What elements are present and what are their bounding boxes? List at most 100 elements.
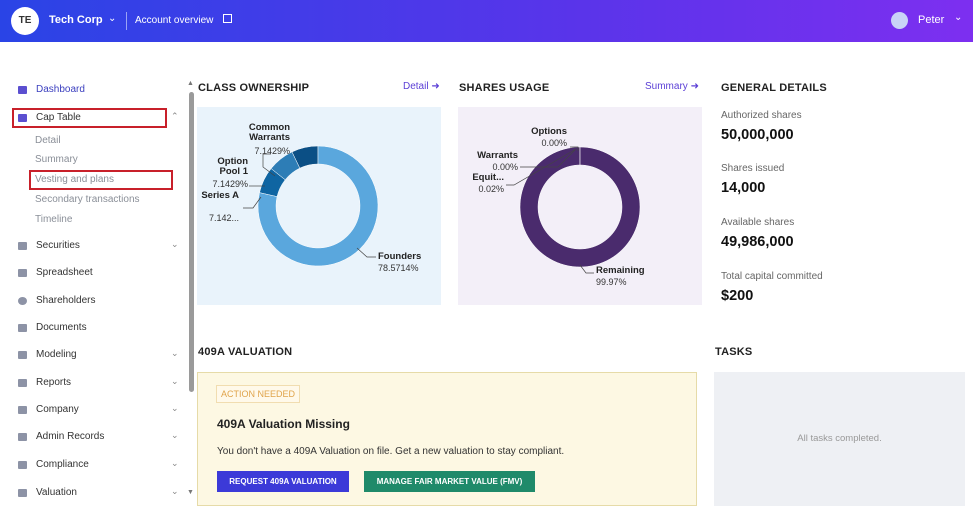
valuation-card: ACTION NEEDED 409A Valuation Missing You… [197,372,697,506]
nav-item[interactable]: Spreadsheet [36,267,93,278]
detail-label: Authorized shares [721,110,802,121]
avatar[interactable]: TE [11,7,39,35]
segment-name: Option Pool 1 [217,156,248,177]
header: TE Tech Corp ⌄ Account overview Peter ⌄ [0,0,973,42]
segment-name: Equit... [472,172,504,183]
card-text: You don't have a 409A Valuation on file.… [217,446,565,457]
nav-item[interactable]: Documents [36,322,87,333]
segment-value: 7.1429% [212,179,248,189]
chevron: ⌄ [171,348,179,358]
primary-button[interactable]: REQUEST 409A VALUATION [217,471,349,492]
nav-item[interactable]: Admin Records [36,431,105,442]
nav-item[interactable]: Securities [36,240,80,251]
donut-segment[interactable] [519,146,641,268]
nav-icon [18,242,27,250]
leader-line [570,146,579,151]
chevron: ⌄ [108,13,117,24]
account-link[interactable]: Account overview [135,15,214,26]
nav-icon [18,406,27,414]
leader-line [243,196,262,209]
external-icon [223,14,232,23]
segment-value: 0.00% [492,162,518,172]
nav-sub-item[interactable]: Secondary transactions [35,194,140,205]
user-avatar[interactable] [891,12,908,29]
scrollbar[interactable] [189,92,194,392]
leader-line [356,247,376,258]
detail-label: Shares issued [721,163,785,174]
segment-name: Founders [378,251,422,262]
ownership-chart: Founders 78.5714% Series A 7.142... Option P… [197,107,441,305]
nav-icon [18,461,27,469]
chevron: ⌄ [171,403,179,413]
section-title: CLASS OWNERSHIP [198,82,310,94]
summary-link[interactable]: Summary ➜ [645,81,699,92]
nav-icon [18,324,27,332]
detail-value: 49,986,000 [721,234,794,250]
detail-value: 50,000,000 [721,127,794,143]
tasks-panel: All tasks completed. [714,372,965,506]
nav-sub-item[interactable]: Vesting and plans [35,174,114,185]
nav-icon [18,433,27,441]
segment-value: 78.5714% [378,263,419,273]
chevron: ⌄ [954,12,963,23]
donut [506,146,641,274]
nav-item[interactable]: Compliance [36,459,89,470]
nav-item[interactable]: Dashboard [36,84,85,95]
nav-icon [18,351,27,359]
nav-icon [18,114,27,122]
nav-icon [18,269,27,277]
highlight-box [29,170,173,190]
segment-name: Warrants [477,150,518,161]
nav-icon [18,297,27,305]
company-name[interactable]: Tech Corp [49,14,103,26]
donut [243,145,379,267]
chevron: ⌄ [171,486,179,496]
nav-sub-item[interactable]: Summary [35,154,78,165]
segment-value: 0.00% [541,138,567,148]
leader-line [579,264,594,274]
segment-name: Options [531,126,567,137]
segment-name: Remaining [596,265,645,276]
detail-value: 14,000 [721,180,766,196]
leader-line [520,148,577,168]
card-heading: 409A Valuation Missing [217,417,350,431]
segment-value: 7.1429% [254,146,290,156]
nav-item[interactable]: Valuation [36,487,77,498]
segment-name: Series A [201,190,239,201]
segment-value: 99.97% [596,277,627,287]
nav-item[interactable]: Modeling [36,349,77,360]
nav-item[interactable]: Company [36,404,79,415]
scroll-up[interactable]: ▲ [187,80,194,87]
detail-value: $200 [721,288,754,304]
link-text[interactable]: Summary [645,81,688,92]
nav-item[interactable]: Shareholders [36,295,96,306]
segment-name: Common Warrants [248,122,290,143]
nav-sub-item[interactable]: Detail [35,135,61,146]
scroll-down[interactable]: ▼ [187,489,194,496]
detail-link[interactable]: Detail ➜ [403,81,440,92]
badge: ACTION NEEDED [216,385,301,403]
chevron: ⌄ [171,458,179,468]
nav-item[interactable]: Cap Table [36,112,81,123]
nav-icon [18,86,27,94]
nav-item[interactable]: Reports [36,377,72,388]
chevron: ⌄ [171,376,179,386]
nav-sub-item[interactable]: Timeline [35,214,73,225]
user-name[interactable]: Peter [918,14,945,26]
nav-icon [18,489,27,497]
divider [126,12,127,30]
secondary-button[interactable]: MANAGE FAIR MARKET VALUE (FMV) [364,471,535,492]
segment-value: 7.142... [208,213,239,223]
usage-chart: Remaining 99.97% Equit... 0.02% Warrants 0.00… [458,107,702,305]
chevron: ⌃ [171,111,179,121]
nav-icon [18,379,27,387]
donut-segment[interactable] [259,168,286,197]
donut-segment[interactable] [257,145,379,267]
segment-value: 0.02% [478,184,504,194]
donut-segment[interactable] [270,151,301,181]
link-text[interactable]: Detail [403,81,429,92]
highlight-box [12,108,167,128]
chevron: ⌄ [171,430,179,440]
detail-label: Available shares [721,217,795,228]
